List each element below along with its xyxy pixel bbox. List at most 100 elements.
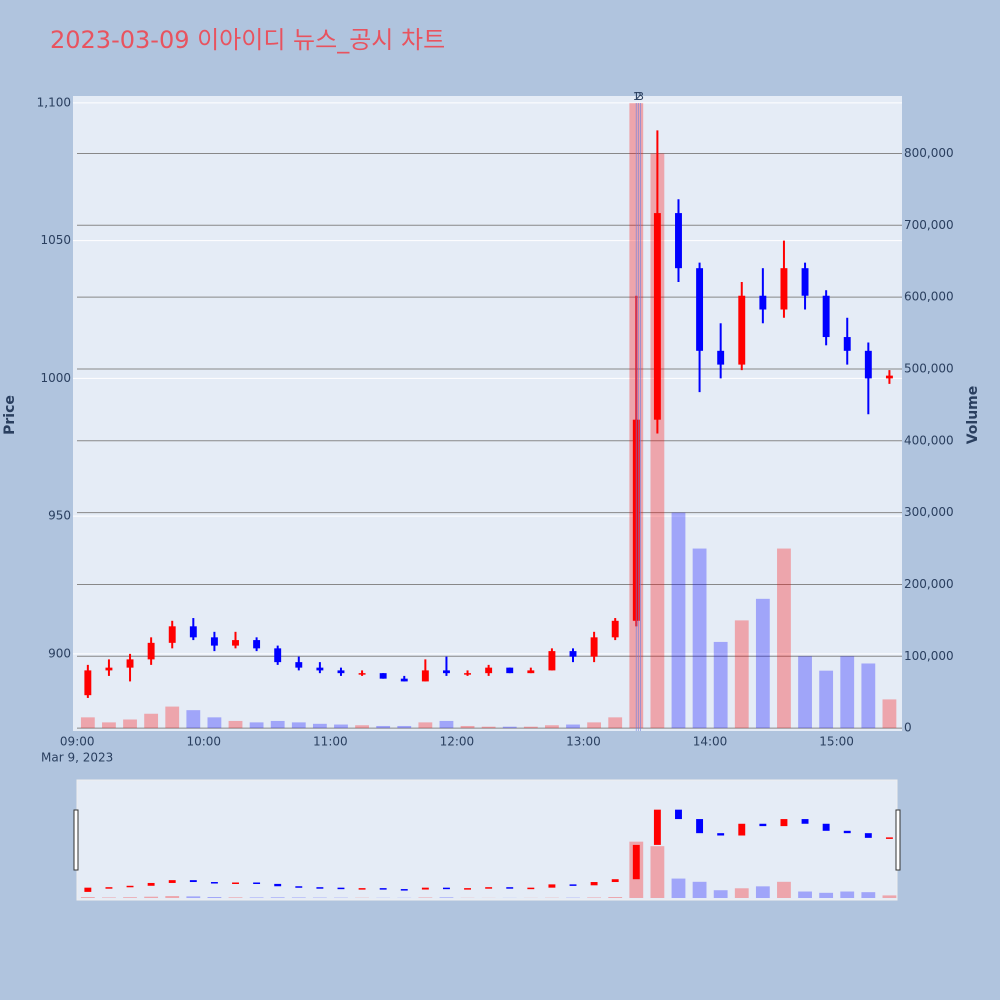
volume-bar	[840, 656, 855, 729]
candle-body	[801, 268, 809, 296]
slider-candle	[337, 887, 345, 890]
slider-volume	[798, 891, 812, 898]
candle-body	[147, 642, 155, 660]
slider-candle	[653, 809, 661, 845]
y2-tick-label: 500,000	[904, 361, 954, 375]
candle-body	[843, 337, 851, 351]
candle-body	[611, 620, 619, 638]
annotation: 2	[635, 90, 642, 103]
candle-body	[738, 295, 746, 365]
slider-candle	[548, 884, 556, 888]
candle-body	[379, 673, 387, 679]
candle-body	[105, 667, 113, 671]
slider-candle	[316, 887, 324, 889]
plot-area	[73, 96, 902, 731]
slider-handle[interactable]	[895, 809, 901, 871]
slider-candle	[168, 880, 176, 883]
range-slider[interactable]	[76, 779, 898, 901]
volume-bar	[376, 725, 391, 729]
y-tick-label: 1000	[40, 371, 71, 385]
slider-candle	[506, 887, 514, 889]
candle-body	[232, 640, 239, 646]
y2-tick-label: 600,000	[904, 290, 954, 304]
slider-candle	[400, 889, 408, 891]
volume-bar	[734, 620, 749, 729]
slider-volume	[418, 897, 433, 898]
volume-bar	[270, 720, 285, 729]
x-tick-label: 14:00	[693, 735, 728, 749]
slider-candle	[147, 882, 155, 886]
volume-bar	[186, 710, 201, 729]
slider-candle	[590, 882, 598, 886]
volume-bar	[291, 722, 306, 729]
volume-bar	[460, 725, 475, 729]
volume-bar	[207, 717, 222, 729]
slider-candle	[295, 886, 303, 888]
slider-candle	[738, 823, 746, 836]
chart-title: 2023-03-09 이아이디 뉴스_공시 차트	[50, 26, 445, 54]
slider-candle	[885, 837, 893, 839]
slider-candle	[84, 887, 92, 892]
x-date-label: Mar 9, 2023	[41, 751, 113, 765]
candle-body	[696, 268, 704, 351]
slider-volume	[755, 886, 770, 898]
slider-volume	[249, 897, 264, 898]
volume-bar	[523, 726, 538, 729]
slider-candle	[696, 819, 704, 834]
volume-bar	[418, 722, 433, 729]
x-tick-label: 13:00	[566, 735, 601, 749]
slider-candle	[126, 885, 134, 888]
volume-bar	[312, 723, 327, 729]
slider-volume	[819, 892, 834, 898]
slider-candle	[780, 819, 788, 827]
candle-body	[653, 213, 661, 420]
slider-volume	[650, 846, 665, 898]
slider-candle	[232, 882, 239, 884]
slider-volume	[123, 897, 137, 898]
volume-bar	[439, 720, 454, 729]
candle-body	[337, 670, 345, 674]
slider-candle	[632, 844, 640, 880]
slider-candle	[864, 833, 872, 838]
slider-candle	[759, 823, 767, 827]
volume-bar	[249, 722, 264, 729]
volume-bar	[228, 720, 243, 729]
volume-bar	[102, 722, 116, 729]
volume-bar	[882, 699, 897, 729]
slider-volume	[228, 897, 243, 898]
volume-bar	[481, 726, 496, 729]
slider-volume	[692, 881, 707, 898]
slider-volume	[671, 878, 686, 898]
slider-volume	[734, 888, 749, 898]
candle-body	[485, 667, 493, 674]
slider-volume	[80, 897, 95, 898]
y2-tick-label: 400,000	[904, 433, 954, 447]
candle-body	[885, 375, 893, 379]
slider-volume	[439, 897, 454, 898]
slider-candle	[822, 823, 830, 831]
candle-body	[210, 637, 218, 646]
volume-bar	[819, 670, 834, 729]
candle-body	[126, 659, 134, 668]
y-tick-label: 900	[48, 646, 71, 660]
candle-body	[253, 640, 261, 649]
candle-body	[421, 670, 429, 682]
candle-body	[189, 626, 197, 638]
slider-candle	[274, 883, 282, 887]
slider-volume	[861, 892, 876, 898]
slider-candle	[611, 879, 619, 883]
slider-candle	[210, 882, 218, 884]
volume-bar	[777, 548, 791, 729]
slider-volume	[102, 897, 116, 898]
slider-volume	[840, 891, 855, 898]
slider-handle[interactable]	[73, 809, 79, 871]
candle-body	[400, 678, 408, 682]
slider-candle	[442, 887, 450, 890]
y-tick-label: 1,100	[37, 95, 71, 109]
slider-volume	[165, 896, 180, 898]
volume-bar	[334, 724, 348, 729]
candle-body	[569, 651, 577, 657]
x-tick-label: 11:00	[313, 735, 348, 749]
volume-bar	[165, 706, 180, 729]
